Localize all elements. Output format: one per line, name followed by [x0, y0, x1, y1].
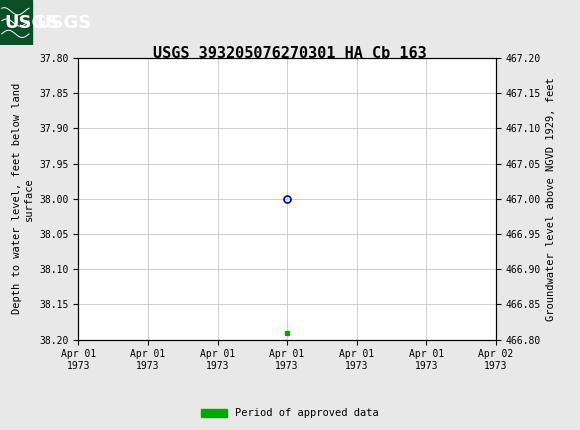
Y-axis label: Depth to water level, feet below land
surface: Depth to water level, feet below land su… [12, 83, 34, 314]
Y-axis label: Groundwater level above NGVD 1929, feet: Groundwater level above NGVD 1929, feet [546, 77, 556, 321]
Text: USGS: USGS [5, 14, 60, 31]
Text: USGS 393205076270301 HA Cb 163: USGS 393205076270301 HA Cb 163 [153, 46, 427, 61]
Text: USGS: USGS [36, 14, 91, 31]
Bar [0, 0, 32, 45]
Legend: Period of approved data: Period of approved data [197, 404, 383, 423]
